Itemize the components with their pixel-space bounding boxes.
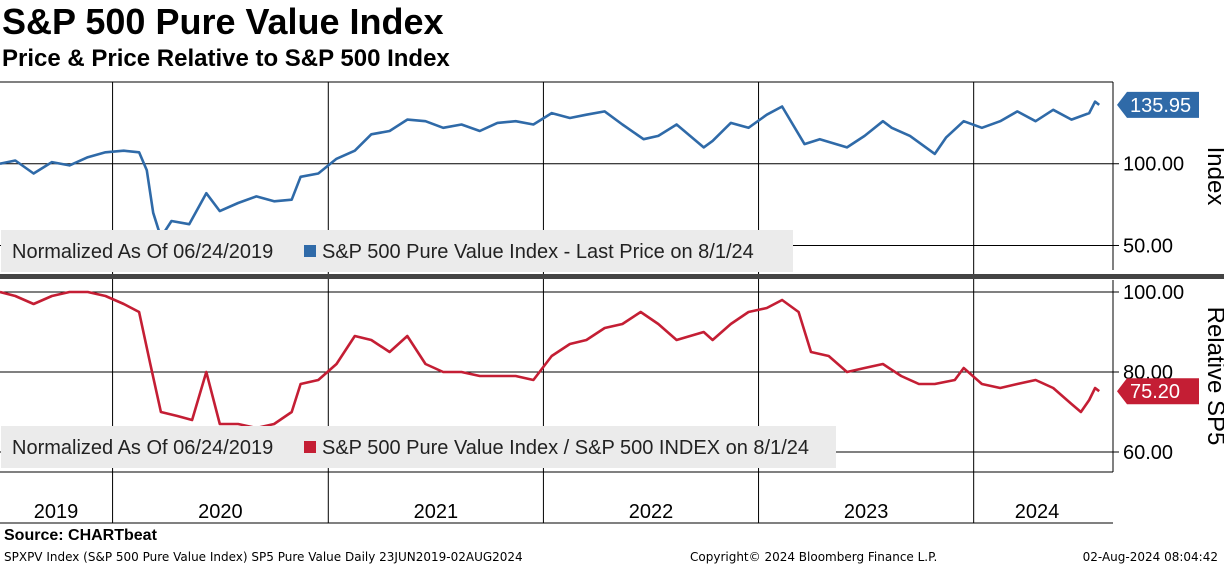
chart-title: S&P 500 Pure Value Index xyxy=(2,1,444,42)
price-legend-prefix: Normalized As Of 06/24/2019 xyxy=(12,241,273,263)
relative-legend-prefix: Normalized As Of 06/24/2019 xyxy=(12,437,273,459)
footer-ticker-info: SPXPV Index (S&P 500 Pure Value Index) S… xyxy=(4,550,523,564)
footer-timestamp: 02-Aug-2024 08:04:42 xyxy=(1082,550,1218,564)
price-last-value-label: 135.95 xyxy=(1130,95,1191,117)
relative-last-value-label: 75.20 xyxy=(1130,381,1180,403)
relative-series-line xyxy=(0,290,1100,430)
year-label-2020: 2020 xyxy=(198,501,243,523)
year-label-2022: 2022 xyxy=(629,501,674,523)
chart-canvas: 50.00 100.00 135.95 Normalized As Of 06/24/… xyxy=(0,81,1224,524)
relative-last-value-tag xyxy=(1117,378,1199,405)
year-label-2023: 2023 xyxy=(844,501,889,523)
year-label-2024: 2024 xyxy=(1015,501,1060,523)
price-ytick-label-0: 50.00 xyxy=(1123,235,1173,257)
chart-subtitle: Price & Price Relative to S&P 500 Index xyxy=(2,45,450,72)
year-label-2019: 2019 xyxy=(34,501,79,523)
price-last-value-tag xyxy=(1117,91,1199,118)
relative-legend-swatch xyxy=(304,441,316,453)
year-label-2021: 2021 xyxy=(414,501,459,523)
footer-copyright: Copyright© 2024 Bloomberg Finance L.P. xyxy=(690,550,938,564)
price-axis-title: Index xyxy=(1202,147,1224,206)
price-legend-swatch xyxy=(304,245,316,257)
relative-ytick-label-2: 100.00 xyxy=(1123,282,1184,304)
price-legend-box xyxy=(1,230,793,272)
panel-divider xyxy=(0,274,1224,279)
relative-legend-label: S&P 500 Pure Value Index / S&P 500 INDEX… xyxy=(322,437,809,459)
relative-ytick-label-0: 60.00 xyxy=(1123,442,1173,464)
price-legend-label: S&P 500 Pure Value Index - Last Price on… xyxy=(322,241,754,263)
price-series-line xyxy=(0,100,1101,239)
source-note: Source: CHARTbeat xyxy=(4,527,157,544)
relative-legend-box xyxy=(1,426,836,468)
relative-axis-title: Relative SP5 xyxy=(1202,307,1224,446)
price-ytick-label-1: 100.00 xyxy=(1123,154,1184,176)
